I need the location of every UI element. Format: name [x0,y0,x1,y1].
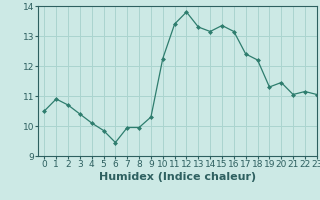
X-axis label: Humidex (Indice chaleur): Humidex (Indice chaleur) [99,172,256,182]
